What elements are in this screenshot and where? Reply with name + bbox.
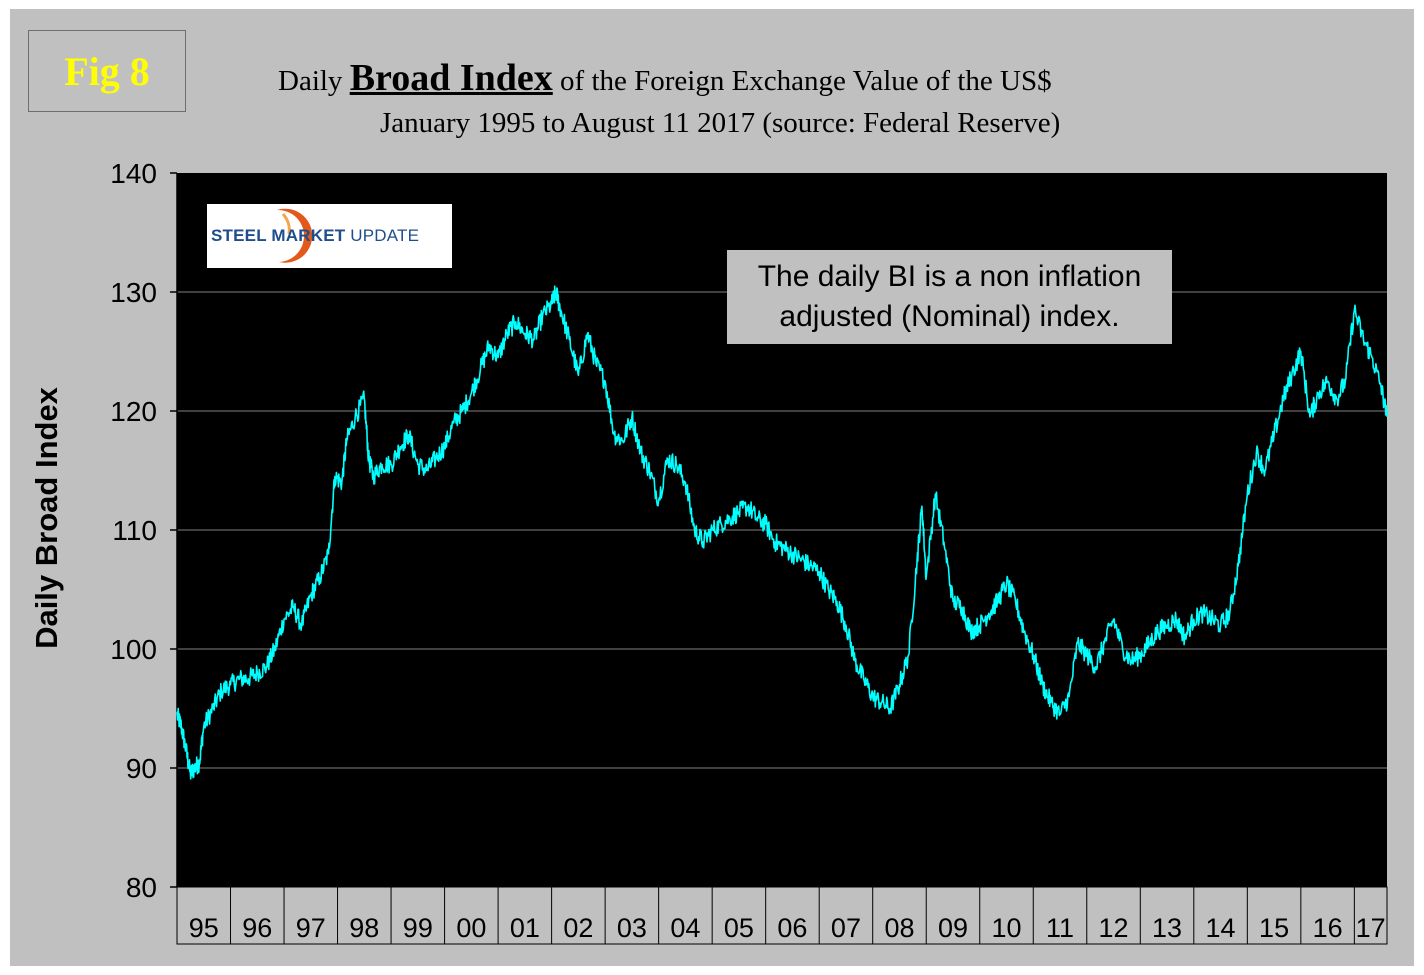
x-tick-label: 01 [510, 913, 540, 943]
logo-swoosh-icon [277, 208, 313, 263]
logo-word-update: UPDATE [345, 226, 420, 245]
x-tick-label: 00 [456, 913, 486, 943]
x-tick-label: 10 [991, 913, 1021, 943]
x-axis: 95 96 97 98 99 00 01 02 03 04 05 06 07 08 09 10 11 12 13 14… [189, 887, 1386, 944]
chart-title: Daily Broad Index of the Foreign Exchang… [278, 56, 1052, 100]
annotation-box: The daily BI is a non inflation adjusted… [727, 250, 1172, 344]
steel-market-update-logo: STEEL MARKET UPDATE [207, 204, 452, 268]
series-layer [176, 285, 1388, 780]
title-prefix: Daily [278, 65, 350, 97]
title-emphasis: Broad Index [349, 57, 553, 99]
x-tick-label: 12 [1099, 913, 1129, 943]
annotation-line-2: adjusted (Nominal) index. [779, 300, 1120, 333]
annotation-line-1: The daily BI is a non inflation [757, 260, 1142, 293]
x-tick-label: 97 [296, 913, 326, 943]
x-tick-label: 09 [938, 913, 968, 943]
x-axis-band [176, 886, 1388, 945]
logo-word-steel: STEEL [211, 226, 272, 245]
x-tick-label: 15 [1259, 913, 1289, 943]
x-tick-label: 14 [1206, 913, 1236, 943]
x-tick-label: 08 [884, 913, 914, 943]
x-tick-label: 11 [1046, 913, 1074, 943]
series-line [176, 285, 1388, 780]
y-tick-label: 120 [110, 396, 157, 427]
y-axis: 80 90 100 110 120 130 140 [110, 158, 178, 903]
y-tick-label: 100 [110, 634, 157, 665]
figure-label: Fig 8 [28, 30, 186, 112]
x-tick-label: 96 [242, 913, 272, 943]
y-axis-title: Daily Broad Index [29, 387, 64, 649]
x-tick-label: 02 [563, 913, 593, 943]
y-tick-label: 110 [112, 515, 157, 546]
x-tick-label: 06 [777, 913, 807, 943]
x-tick-label: 05 [724, 913, 754, 943]
x-tick-label: 03 [617, 913, 647, 943]
x-tick-label: 95 [189, 913, 219, 943]
y-tick-label: 130 [110, 277, 157, 308]
y-tick-label: 90 [126, 753, 157, 784]
y-tick-label: 80 [126, 872, 157, 903]
logo-word-market: MARKET [271, 226, 346, 245]
x-tick-label: 13 [1152, 913, 1182, 943]
logo-wordmark: STEEL MARKET UPDATE [211, 226, 419, 246]
y-tick-label: 140 [110, 158, 157, 189]
x-tick-label: 04 [670, 913, 700, 943]
x-tick-label: 17 [1356, 913, 1386, 943]
x-tick-label: 16 [1313, 913, 1343, 943]
chart-subtitle: January 1995 to August 11 2017 (source: … [380, 107, 1061, 139]
x-tick-label: 99 [403, 913, 433, 943]
title-suffix: of the Foreign Exchange Value of the US$ [552, 65, 1052, 97]
x-tick-label: 07 [831, 913, 861, 943]
x-tick-label: 98 [349, 913, 379, 943]
